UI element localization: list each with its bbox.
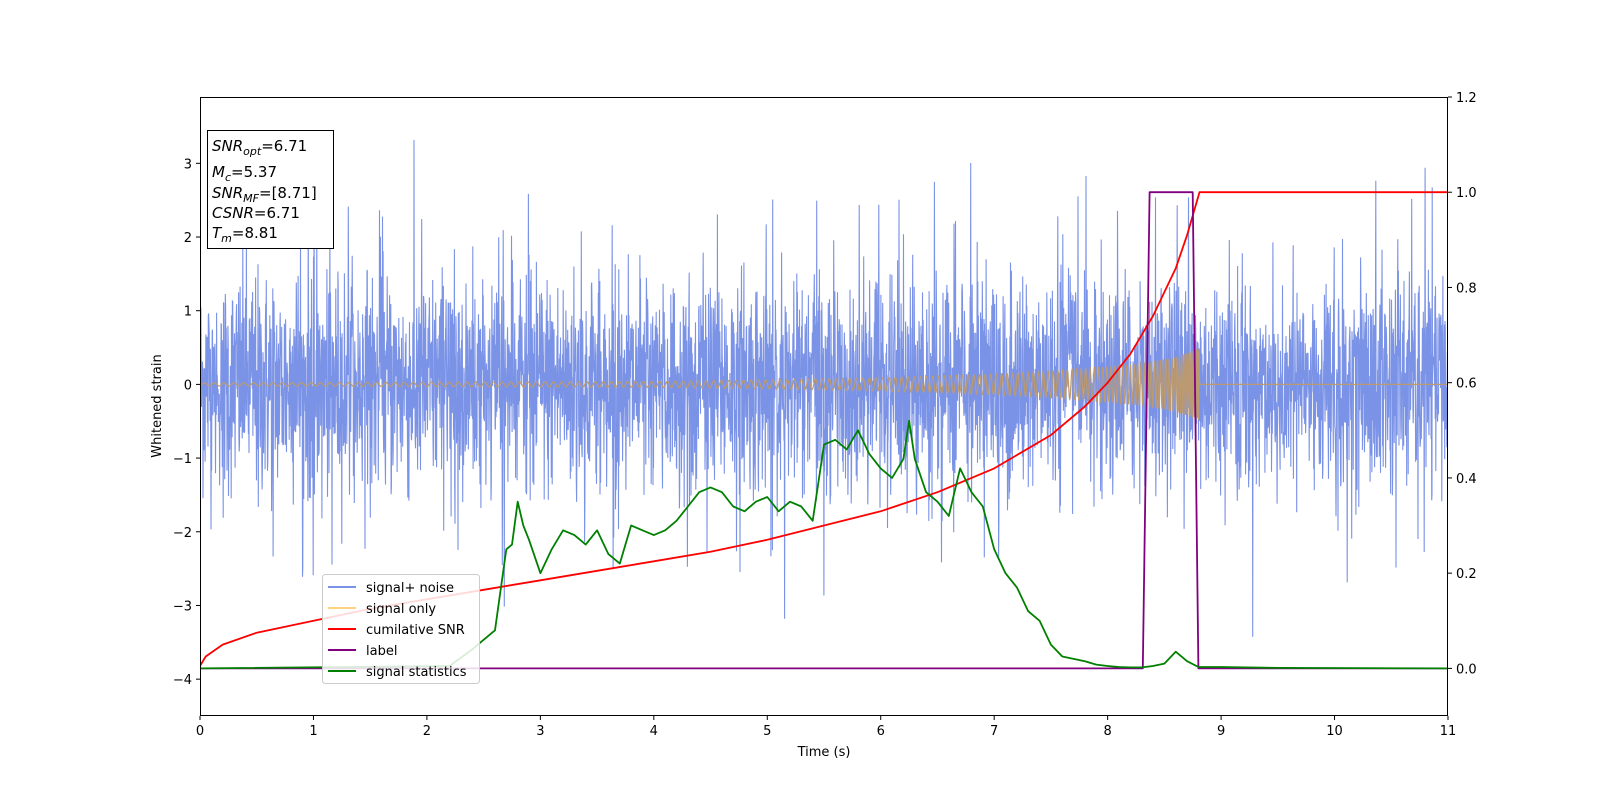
y-right-tick-label: 0.2 [1456, 567, 1477, 582]
x-tick-label: 6 [877, 724, 885, 739]
series-signal-only-line [200, 348, 1448, 420]
x-tick-label: 10 [1326, 724, 1343, 739]
legend-label: label [366, 644, 397, 659]
legend-frame [322, 574, 480, 684]
legend-label: signal+ noise [366, 581, 454, 596]
series-signal-noise-line [200, 137, 1448, 637]
y-left-tick-label: 1 [184, 305, 192, 320]
info-csnr: CSNR=6.71 [212, 204, 300, 222]
legend-label: signal statistics [366, 665, 467, 680]
x-tick-label: 2 [423, 724, 431, 739]
x-tick-label: 4 [650, 724, 658, 739]
series-signal-statistics-line [200, 419, 1448, 670]
y-right-tick-label: 0.8 [1456, 281, 1477, 296]
y-axis-right: 1.2 1.0 0.8 0.6 0.4 0.2 0.0 [1448, 91, 1477, 677]
x-tick-label: 8 [1103, 724, 1111, 739]
y-left-tick-label: 0 [184, 378, 192, 393]
legend-label: signal only [366, 602, 436, 617]
y-right-tick-label: 1.0 [1456, 186, 1477, 201]
x-tick-label: 9 [1217, 724, 1225, 739]
x-axis-label: Time (s) [797, 745, 851, 760]
y-left-tick-label: −3 [173, 599, 192, 614]
info-box-frame [207, 130, 334, 249]
x-tick-label: 5 [763, 724, 771, 739]
y-right-tick-label: 0.6 [1456, 377, 1477, 392]
x-tick-label: 7 [990, 724, 998, 739]
y-left-tick-label: −1 [173, 452, 192, 467]
legend-label: cumilative SNR [366, 623, 465, 638]
info-tm: Tm=8.81 [212, 224, 278, 245]
y-left-tick-label: −2 [173, 526, 192, 541]
y-left-tick-label: −4 [173, 673, 192, 688]
x-tick-label: 3 [536, 724, 544, 739]
y-right-tick-label: 0.0 [1456, 662, 1477, 677]
x-axis: 0 1 2 3 4 5 6 7 8 9 10 11 [196, 716, 1456, 739]
series-label-line [200, 191, 1448, 670]
legend: signal+ noise signal only cumilative SNR la… [322, 574, 480, 684]
info-mc: Mc=5.37 [212, 163, 277, 184]
plot-frame [200, 97, 1448, 716]
y-axis-label: Whitened strain [150, 354, 165, 457]
x-tick-label: 0 [196, 724, 204, 739]
info-box: SNRopt=6.71 Mc=5.37 SNRMF=[8.71] CSNR=6.… [207, 130, 334, 249]
y-axis-left: 3 2 1 0 −1 −2 −3 −4 [173, 157, 200, 688]
y-left-tick-label: 2 [184, 231, 192, 246]
y-left-tick-label: 3 [184, 157, 192, 172]
info-snr-mf: SNRMF=[8.71] [212, 184, 317, 205]
x-tick-label: 1 [309, 724, 317, 739]
x-tick-label: 11 [1440, 724, 1457, 739]
y-right-tick-label: 1.2 [1456, 91, 1477, 106]
info-snr-opt: SNRopt=6.71 [212, 137, 307, 158]
y-right-tick-label: 0.4 [1456, 472, 1477, 487]
